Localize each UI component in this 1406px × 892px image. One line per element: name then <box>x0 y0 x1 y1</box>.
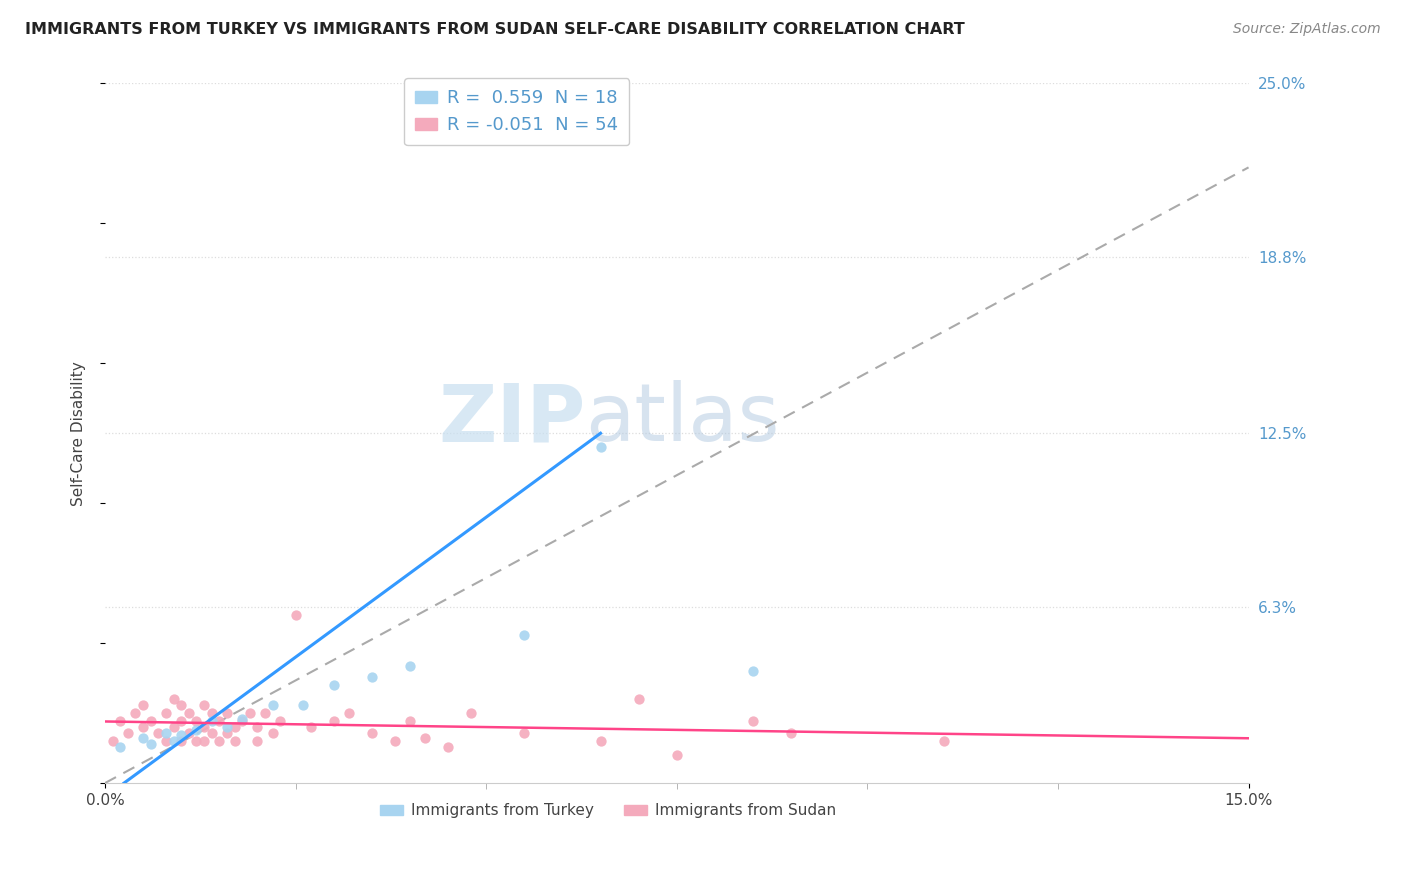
Point <box>322 678 344 692</box>
Point <box>360 725 382 739</box>
Point <box>742 714 765 729</box>
Point <box>162 692 184 706</box>
Point <box>193 720 215 734</box>
Point <box>399 658 422 673</box>
Point <box>124 706 146 720</box>
Point <box>186 734 208 748</box>
Point <box>215 725 238 739</box>
Point <box>246 720 269 734</box>
Point <box>208 714 231 729</box>
Point <box>110 714 132 729</box>
Point <box>231 714 253 729</box>
Point <box>170 734 193 748</box>
Point <box>254 706 277 720</box>
Point <box>201 706 224 720</box>
Point <box>215 720 238 734</box>
Point <box>186 714 208 729</box>
Point <box>589 440 612 454</box>
Point <box>384 734 406 748</box>
Point <box>627 692 650 706</box>
Point <box>117 725 139 739</box>
Y-axis label: Self-Care Disability: Self-Care Disability <box>72 361 86 506</box>
Point <box>201 714 224 729</box>
Point <box>155 725 177 739</box>
Point <box>337 706 360 720</box>
Point <box>292 698 315 712</box>
Point <box>177 706 200 720</box>
Point <box>132 731 155 746</box>
Point <box>246 734 269 748</box>
Point <box>460 706 482 720</box>
Point <box>224 720 246 734</box>
Point <box>208 734 231 748</box>
Point <box>269 714 291 729</box>
Point <box>162 734 184 748</box>
Point <box>413 731 436 746</box>
Point <box>170 698 193 712</box>
Point <box>193 698 215 712</box>
Point <box>589 734 612 748</box>
Point <box>437 739 460 754</box>
Point <box>170 729 193 743</box>
Point <box>932 734 955 748</box>
Point <box>101 734 124 748</box>
Point <box>139 714 162 729</box>
Point <box>284 608 307 623</box>
Point <box>224 734 246 748</box>
Text: ZIP: ZIP <box>439 380 585 458</box>
Point <box>201 725 224 739</box>
Point <box>215 706 238 720</box>
Point <box>262 698 284 712</box>
Point <box>231 712 253 726</box>
Point <box>186 723 208 737</box>
Text: atlas: atlas <box>585 380 780 458</box>
Point <box>193 734 215 748</box>
Point <box>139 737 162 751</box>
Point <box>170 714 193 729</box>
Point <box>262 725 284 739</box>
Point <box>513 725 536 739</box>
Point <box>665 747 688 762</box>
Text: Source: ZipAtlas.com: Source: ZipAtlas.com <box>1233 22 1381 37</box>
Point <box>155 706 177 720</box>
Point <box>780 725 803 739</box>
Point <box>155 734 177 748</box>
Text: IMMIGRANTS FROM TURKEY VS IMMIGRANTS FROM SUDAN SELF-CARE DISABILITY CORRELATION: IMMIGRANTS FROM TURKEY VS IMMIGRANTS FRO… <box>25 22 965 37</box>
Point <box>132 698 155 712</box>
Point <box>513 628 536 642</box>
Point <box>239 706 262 720</box>
Point <box>132 720 155 734</box>
Point <box>742 664 765 678</box>
Point <box>110 739 132 754</box>
Point <box>360 670 382 684</box>
Legend: Immigrants from Turkey, Immigrants from Sudan: Immigrants from Turkey, Immigrants from … <box>374 797 842 824</box>
Point <box>322 714 344 729</box>
Point <box>148 725 170 739</box>
Point <box>299 720 322 734</box>
Point <box>162 720 184 734</box>
Point <box>177 725 200 739</box>
Point <box>399 714 422 729</box>
